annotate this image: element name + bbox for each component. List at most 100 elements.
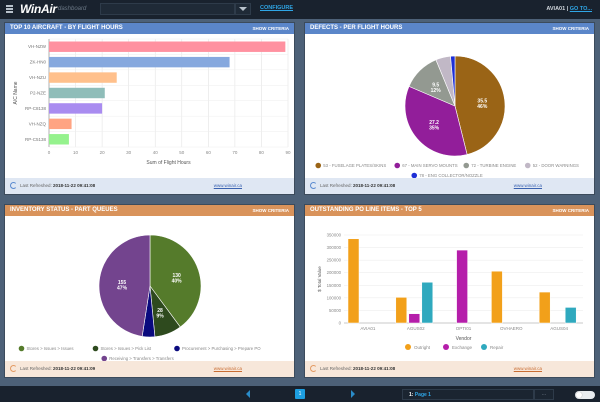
show-criteria-button[interactable]: SHOW CRITERIA xyxy=(252,26,290,31)
y-axis-label: $ Total Value xyxy=(317,266,322,292)
x-tick-label: 10 xyxy=(73,150,79,155)
refresh-icon[interactable] xyxy=(10,365,17,372)
page-name: Page 1 xyxy=(414,392,431,398)
panel-footer: Last Refreshed: 2018-11-22 09:41:09 www.… xyxy=(5,361,294,377)
prev-page-icon[interactable] xyxy=(246,390,250,398)
y-axis-label: A/C Name xyxy=(13,81,19,104)
page-more-button[interactable]: ... xyxy=(534,389,554,400)
panel-defects: DEFECTS - PER FLIGHT HOURS SHOW CRITERIA… xyxy=(304,22,595,195)
show-criteria-button[interactable]: SHOW CRITERIA xyxy=(552,26,590,31)
refreshed-label: Last Refreshed: xyxy=(20,366,52,371)
refreshed-time: 2018-11-22 09:41:08 xyxy=(353,366,396,371)
pie-slice xyxy=(450,55,456,107)
refreshed-label: Last Refreshed: xyxy=(320,183,352,188)
bar xyxy=(538,291,551,324)
y-tick-label: 350000 xyxy=(327,233,342,238)
panel-footer: Last Refreshed: 2018-11-22 09:41:08 www.… xyxy=(5,178,294,194)
x-tick-label: 60 xyxy=(206,150,212,155)
legend-label: 72 - TURBINE ENGINE xyxy=(471,163,516,168)
bar xyxy=(49,134,69,145)
y-tick-label: 250000 xyxy=(327,258,342,263)
show-criteria-button[interactable]: SHOW CRITERIA xyxy=(252,208,290,213)
refreshed-label: Last Refreshed: xyxy=(20,183,52,188)
legend-marker xyxy=(18,345,25,352)
x-tick-label: 20 xyxy=(100,150,106,155)
next-page-icon[interactable] xyxy=(351,390,355,398)
x-tick-label: OPTI01 xyxy=(456,326,472,331)
bar xyxy=(395,297,408,324)
legend-marker xyxy=(394,162,401,169)
panel-title: INVENTORY STATUS - PART QUEUES xyxy=(10,207,118,213)
chevron-down-icon[interactable] xyxy=(235,3,251,15)
bar xyxy=(491,270,503,324)
winair-link[interactable]: www.winair.ca xyxy=(513,366,542,371)
y-tick-label: 100000 xyxy=(327,295,342,300)
legend-label: 67 - MAIN SERVO MOUNTS xyxy=(402,163,457,168)
slice-value-label: 9.5 xyxy=(432,82,439,88)
x-tick-label: AGUS02 xyxy=(407,326,425,331)
x-tick-label: 90 xyxy=(285,150,291,155)
legend-marker xyxy=(411,172,418,179)
slice-pct-label: 35% xyxy=(429,125,440,131)
po-bar-chart: 0 50000 100000 150000 200000 250000 300000 3500… xyxy=(317,233,583,350)
goto-link[interactable]: GO TO... xyxy=(569,6,592,12)
panel-po-items: OUTSTANDING PO LINE ITEMS - TOP 5 SHOW C… xyxy=(304,204,595,378)
hbar-chart: 0 10 20 30 40 50 60 70 80 90 VH-NZW ZK-HN0 VH-NZU P2-… xyxy=(13,38,291,166)
x-axis-label: Vendor xyxy=(456,336,472,342)
legend-marker xyxy=(315,162,322,169)
page-button[interactable]: 1 xyxy=(295,389,305,399)
winair-link[interactable]: www.winair.ca xyxy=(213,183,242,188)
bar xyxy=(421,282,434,324)
legend-label: Repair xyxy=(490,345,504,350)
winair-link[interactable]: www.winair.ca xyxy=(513,183,542,188)
refreshed-label: Last Refreshed: xyxy=(320,366,352,371)
slice-pct-label: 47% xyxy=(117,285,128,291)
bar xyxy=(49,103,103,114)
refresh-icon[interactable] xyxy=(310,182,317,189)
page-select[interactable]: 1: Page 1 xyxy=(402,389,534,400)
panel-title: OUTSTANDING PO LINE ITEMS - TOP 5 xyxy=(310,207,422,213)
bar xyxy=(456,249,468,324)
page-prefix: 1: xyxy=(409,392,414,398)
slice-value-label: 130 xyxy=(172,273,181,279)
y-tick-label: ZK-HN0 xyxy=(30,60,47,65)
bar xyxy=(49,72,117,83)
user-info: AVIA01 | GO TO... xyxy=(546,6,592,12)
x-tick-label: 70 xyxy=(232,150,238,155)
panel-header: INVENTORY STATUS - PART QUEUES SHOW CRIT… xyxy=(5,205,294,216)
winair-link[interactable]: www.winair.ca xyxy=(213,366,242,371)
toggle-switch[interactable] xyxy=(575,391,595,399)
legend-marker xyxy=(101,355,108,362)
slice-pct-label: 46% xyxy=(477,104,488,110)
menu-icon[interactable] xyxy=(6,5,13,13)
legend-marker xyxy=(174,345,180,352)
legend-label: Receiving > Transfers > Transfers xyxy=(109,356,173,361)
x-tick-label: OVHAERO xyxy=(500,326,523,331)
y-tick-label: 150000 xyxy=(327,283,342,288)
app-subtitle: dashboard xyxy=(58,6,87,12)
panel-footer: Last Refreshed: 2018-11-22 09:41:08 www.… xyxy=(305,178,594,194)
bar xyxy=(408,313,421,324)
bar xyxy=(347,238,360,324)
slice-value-label: 35.5 xyxy=(477,99,487,105)
y-tick-label: 0 xyxy=(339,321,342,326)
panel-title: TOP 10 AIRCRAFT - BY FLIGHT HOURS xyxy=(10,25,123,31)
x-tick-label: 80 xyxy=(259,150,265,155)
refresh-icon[interactable] xyxy=(10,182,17,189)
legend-label: 52 - DOOR WARNINGS xyxy=(533,163,579,168)
show-criteria-button[interactable]: SHOW CRITERIA xyxy=(552,208,590,213)
legend-marker xyxy=(524,162,531,169)
y-tick-label: VH-NZU xyxy=(29,75,46,80)
panel-footer: Last Refreshed: 2018-11-22 09:41:08 www.… xyxy=(305,361,594,377)
legend-marker xyxy=(405,344,411,350)
legend-label: 53 - FUSELAGE PLATES/SKINS xyxy=(323,163,386,168)
dashboard-select-input[interactable] xyxy=(100,3,235,15)
defects-pie-chart: 35.546% 27.235% 9.512% 53 - FUSELAGE PLATES… xyxy=(315,55,579,179)
bar xyxy=(49,87,105,99)
refresh-icon[interactable] xyxy=(310,365,317,372)
y-tick-label: P2-NZE xyxy=(30,91,46,96)
panel-header: DEFECTS - PER FLIGHT HOURS SHOW CRITERIA xyxy=(305,23,594,34)
x-tick-label: 40 xyxy=(153,150,159,155)
configure-link[interactable]: CONFIGURE xyxy=(260,5,293,11)
bar xyxy=(564,307,577,324)
